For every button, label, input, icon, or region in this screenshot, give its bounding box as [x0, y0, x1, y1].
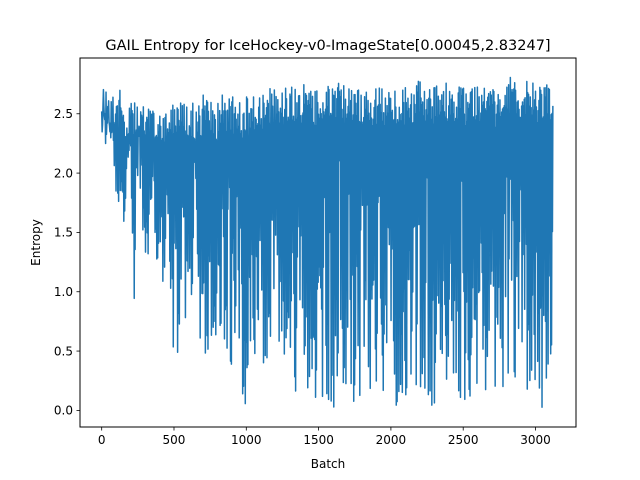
- y-tick-label: 1.5: [54, 226, 73, 240]
- x-tick-label: 2000: [376, 433, 407, 447]
- x-tick-label: 2500: [448, 433, 479, 447]
- y-tick-label: 0.0: [54, 404, 73, 418]
- y-tick-label: 2.5: [54, 107, 73, 121]
- chart-title: GAIL Entropy for IceHockey-v0-ImageState…: [105, 38, 550, 54]
- y-tick-label: 2.0: [54, 166, 73, 180]
- x-tick-label: 1000: [231, 433, 262, 447]
- x-tick-label: 3000: [520, 433, 551, 447]
- x-axis: 0 500 1000 1500 2000 2500 3000: [98, 427, 551, 447]
- x-tick-label: 1500: [303, 433, 334, 447]
- y-axis: 0.0 0.5 1.0 1.5 2.0 2.5: [54, 107, 80, 418]
- y-tick-label: 1.0: [54, 285, 73, 299]
- x-tick-label: 500: [163, 433, 186, 447]
- x-axis-label: Batch: [311, 457, 346, 471]
- series-layer: [100, 76, 554, 409]
- y-axis-label: Entropy: [29, 219, 43, 266]
- entropy-series-line: [100, 76, 554, 409]
- plot-frame: [79, 57, 577, 428]
- y-tick-label: 0.5: [54, 344, 73, 358]
- x-tick-label: 0: [98, 433, 106, 447]
